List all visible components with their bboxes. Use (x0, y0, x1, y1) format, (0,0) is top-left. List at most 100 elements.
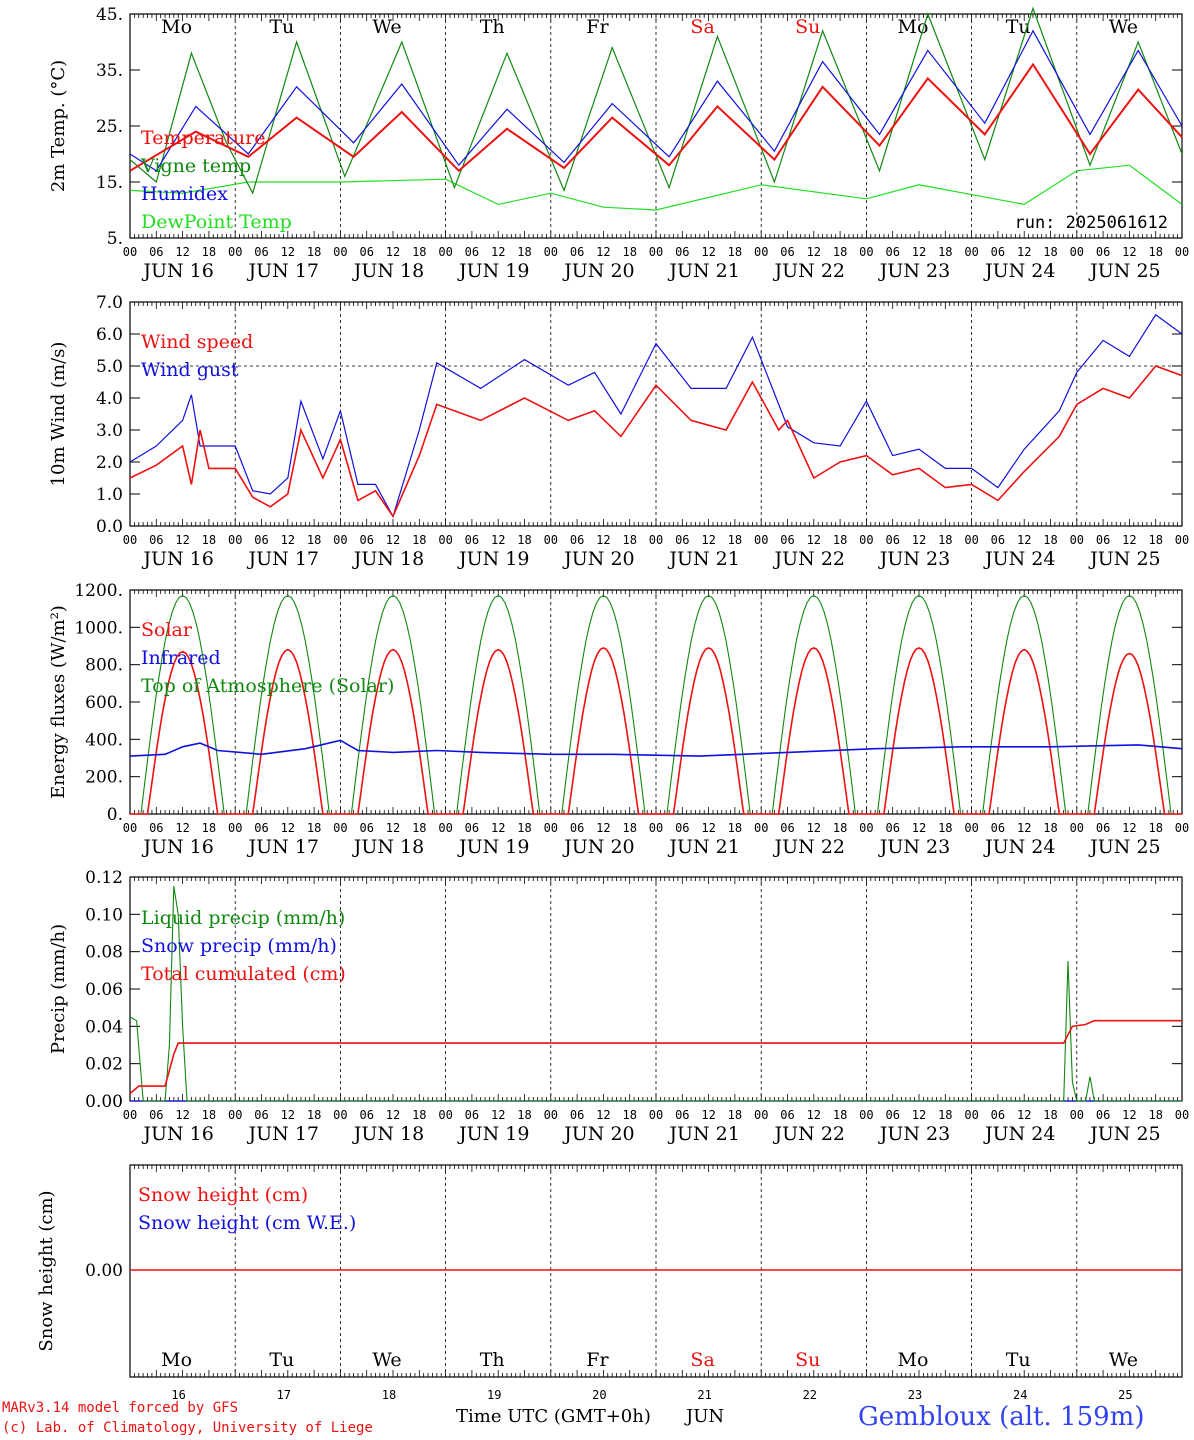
hour-label: 06 (465, 245, 479, 259)
date-label: JUN 16 (141, 1123, 213, 1145)
hour-label: 12 (175, 821, 189, 835)
energy-y-axis-label: Energy fluxes (W/m²) (48, 605, 69, 799)
y-tick-label: 600. (85, 693, 123, 713)
hour-label: 18 (938, 533, 952, 547)
y-tick-label: 15. (96, 173, 123, 193)
hour-label: 06 (1096, 1108, 1110, 1122)
hour-label: 12 (491, 821, 505, 835)
legend-solar: Solar (141, 619, 193, 641)
hour-label: 18 (728, 1108, 742, 1122)
hour-label: 00 (333, 533, 347, 547)
hour-label: 18 (622, 821, 636, 835)
hour-label: 18 (412, 245, 426, 259)
temp-y-axis-label: 2m Temp. (°C) (48, 60, 69, 192)
hour-label: 00 (1070, 245, 1084, 259)
hour-label: 12 (281, 533, 295, 547)
hour-label: 12 (596, 533, 610, 547)
hour-label: 06 (675, 533, 689, 547)
y-tick-label: 0.00 (85, 1261, 123, 1281)
date-label: JUN 24 (983, 1123, 1055, 1145)
y-tick-label: 35. (96, 61, 123, 81)
hour-label: 00 (544, 245, 558, 259)
hour-label: 00 (964, 245, 978, 259)
hour-label: 18 (833, 821, 847, 835)
hour-label: 18 (833, 1108, 847, 1122)
date-label: JUN 23 (878, 548, 950, 570)
hour-label: 18 (1148, 245, 1162, 259)
hour-label: 18 (307, 1108, 321, 1122)
hour-label: 06 (359, 1108, 373, 1122)
date-label: JUN 17 (247, 548, 319, 570)
date-label: JUN 21 (667, 836, 739, 858)
date-label: JUN 23 (878, 836, 950, 858)
date-label: JUN 22 (773, 260, 845, 282)
hour-label: 12 (175, 533, 189, 547)
day-name-bottom: Th (480, 1349, 505, 1371)
y-tick-label: 800. (85, 656, 123, 676)
date-label: JUN 23 (878, 1123, 950, 1145)
day-number: 25 (1118, 1388, 1132, 1402)
day-name-top: Th (480, 16, 505, 38)
hour-label: 06 (991, 533, 1005, 547)
series-solar (130, 647, 1182, 815)
run-label: run: 2025061612 (1014, 213, 1168, 233)
series-wind-gust (129, 313, 1183, 518)
legend-wind-gust: Wind gust (141, 359, 239, 381)
date-label: JUN 19 (457, 1123, 529, 1145)
hour-label: 18 (833, 533, 847, 547)
series-temperature (129, 62, 1183, 173)
y-tick-label: 400. (85, 730, 123, 750)
hour-label: 12 (701, 1108, 715, 1122)
y-tick-label: 25. (96, 117, 123, 137)
hour-label: 00 (228, 245, 242, 259)
hour-label: 18 (728, 533, 742, 547)
hour-label: 12 (1017, 533, 1031, 547)
hour-label: 06 (991, 821, 1005, 835)
hour-label: 18 (1043, 245, 1057, 259)
hour-label: 12 (491, 533, 505, 547)
day-name-bottom: Sa (690, 1349, 714, 1371)
hour-label: 00 (123, 1108, 137, 1122)
hour-label: 18 (622, 533, 636, 547)
hour-label: 12 (491, 1108, 505, 1122)
y-tick-label: 1.0 (96, 485, 123, 505)
y-tick-label: 7.0 (96, 293, 123, 313)
hour-label: 00 (754, 533, 768, 547)
hour-label: 06 (570, 245, 584, 259)
hour-label: 06 (465, 533, 479, 547)
date-label: JUN 21 (667, 548, 739, 570)
hour-label: 12 (491, 245, 505, 259)
time-axis-label: Time UTC (GMT+0h) (456, 1406, 651, 1427)
hour-label: 06 (780, 245, 794, 259)
hour-label: 18 (938, 821, 952, 835)
legend-humidex: Humidex (141, 183, 228, 205)
date-label: JUN 22 (773, 1123, 845, 1145)
hour-label: 12 (1017, 821, 1031, 835)
y-tick-label: 6.0 (96, 325, 123, 345)
hour-label: 12 (701, 821, 715, 835)
day-name-bottom: Tu (1006, 1349, 1031, 1371)
y-tick-label: 0.00 (85, 1092, 123, 1112)
y-tick-label: 0.12 (85, 868, 123, 888)
hour-label: 06 (675, 245, 689, 259)
day-number: 24 (1013, 1388, 1027, 1402)
day-number: 21 (697, 1388, 711, 1402)
hour-label: 18 (833, 245, 847, 259)
hour-label: 18 (1043, 821, 1057, 835)
hour-label: 00 (754, 1108, 768, 1122)
hour-label: 00 (1070, 821, 1084, 835)
hour-label: 06 (359, 245, 373, 259)
date-label: JUN 18 (352, 260, 424, 282)
hour-label: 00 (859, 245, 873, 259)
panel-5 (129, 1164, 1183, 1378)
date-label: JUN 20 (562, 836, 634, 858)
hour-label: 00 (754, 821, 768, 835)
hour-label: 12 (912, 1108, 926, 1122)
legend-dewpoint-temp: DewPoint Temp (141, 211, 292, 233)
day-number: 22 (803, 1388, 817, 1402)
hour-label: 06 (1096, 821, 1110, 835)
date-label: JUN 17 (247, 836, 319, 858)
hour-label: 18 (202, 533, 216, 547)
